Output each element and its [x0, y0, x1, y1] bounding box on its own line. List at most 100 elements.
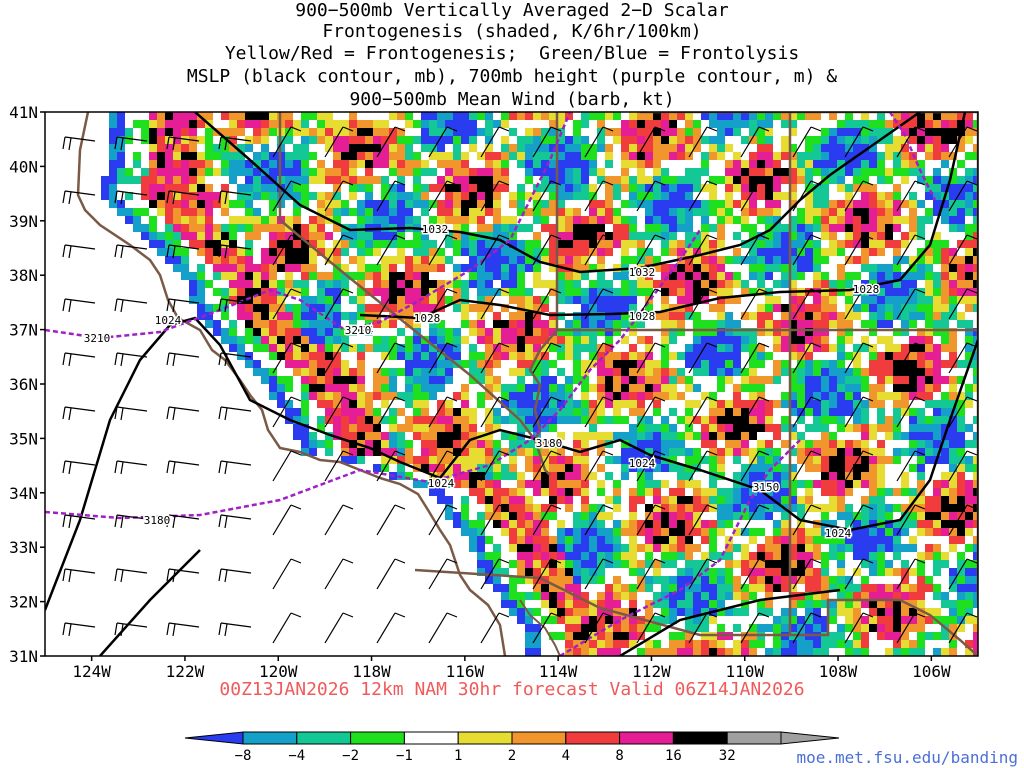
shade-cell: [365, 176, 373, 184]
shade-cell: [317, 272, 325, 280]
shade-cell: [781, 544, 789, 552]
shade-cell: [885, 536, 893, 544]
shade-cell: [741, 112, 749, 120]
shade-cell: [741, 608, 749, 616]
shade-cell: [485, 152, 493, 160]
shade-cell: [813, 112, 821, 120]
shade-cell: [445, 336, 453, 344]
shade-cell: [837, 584, 845, 592]
shade-cell: [525, 176, 533, 184]
shade-cell: [813, 160, 821, 168]
shade-cell: [933, 568, 941, 576]
shade-cell: [477, 560, 485, 568]
shade-cell: [765, 320, 773, 328]
shade-cell: [917, 640, 925, 648]
shade-cell: [901, 328, 909, 336]
shade-cell: [869, 288, 877, 296]
shade-cell: [757, 176, 765, 184]
shade-cell: [781, 480, 789, 488]
shade-cell: [757, 424, 765, 432]
shade-cell: [749, 176, 757, 184]
shade-cell: [317, 240, 325, 248]
shade-cell: [717, 320, 725, 328]
shade-cell: [757, 464, 765, 472]
shade-cell: [949, 624, 957, 632]
shade-cell: [373, 144, 381, 152]
shade-cell: [845, 424, 853, 432]
shade-cell: [661, 384, 669, 392]
shade-cell: [573, 512, 581, 520]
shade-cell: [573, 272, 581, 280]
shade-cell: [917, 368, 925, 376]
shade-cell: [373, 248, 381, 256]
shade-cell: [397, 248, 405, 256]
shade-cell: [877, 360, 885, 368]
shade-cell: [493, 232, 501, 240]
shade-cell: [957, 616, 965, 624]
shade-cell: [637, 256, 645, 264]
shade-cell: [845, 512, 853, 520]
shade-cell: [389, 304, 397, 312]
shade-cell: [261, 112, 269, 120]
shade-cell: [525, 616, 533, 624]
shade-cell: [309, 112, 317, 120]
shade-cell: [581, 480, 589, 488]
shade-cell: [901, 616, 909, 624]
shade-cell: [621, 368, 629, 376]
shade-cell: [805, 216, 813, 224]
shade-cell: [901, 288, 909, 296]
shade-cell: [621, 312, 629, 320]
shade-cell: [477, 192, 485, 200]
shade-cell: [117, 152, 125, 160]
shade-cell: [277, 320, 285, 328]
shade-cell: [917, 304, 925, 312]
shade-cell: [541, 200, 549, 208]
shade-cell: [973, 456, 978, 464]
shade-cell: [789, 408, 797, 416]
shade-cell: [565, 568, 573, 576]
shade-cell: [717, 432, 725, 440]
shade-cell: [485, 472, 493, 480]
shade-cell: [133, 120, 141, 128]
shade-cell: [405, 320, 413, 328]
wind-barb: [844, 126, 874, 158]
shade-cell: [637, 360, 645, 368]
shade-cell: [485, 360, 493, 368]
shade-cell: [549, 536, 557, 544]
shade-cell: [749, 360, 757, 368]
shade-cell: [949, 608, 957, 616]
shade-cell: [829, 584, 837, 592]
shade-cell: [613, 408, 621, 416]
shade-cell: [853, 136, 861, 144]
shade-cell: [909, 384, 917, 392]
shade-cell: [437, 440, 445, 448]
shade-cell: [957, 480, 965, 488]
shade-cell: [453, 416, 461, 424]
wind-barb: [896, 612, 926, 644]
shade-cell: [621, 440, 629, 448]
shade-cell: [789, 192, 797, 200]
shade-cell: [557, 192, 565, 200]
shade-cell: [397, 464, 405, 472]
shade-cell: [501, 520, 509, 528]
shade-cell: [613, 184, 621, 192]
shade-cell: [173, 184, 181, 192]
shade-cell: [797, 256, 805, 264]
shade-cell: [389, 240, 397, 248]
shade-cell: [221, 312, 229, 320]
shade-cell: [301, 112, 309, 120]
shade-cell: [405, 336, 413, 344]
shade-cell: [933, 208, 941, 216]
shade-cell: [701, 336, 709, 344]
shade-cell: [189, 176, 197, 184]
shade-cell: [581, 120, 589, 128]
shade-cell: [861, 520, 869, 528]
shade-cell: [557, 392, 565, 400]
shade-cell: [717, 448, 725, 456]
shade-cell: [693, 432, 701, 440]
shade-cell: [821, 200, 829, 208]
shade-cell: [277, 312, 285, 320]
shade-cell: [853, 200, 861, 208]
shade-cell: [885, 432, 893, 440]
shade-cell: [901, 568, 909, 576]
